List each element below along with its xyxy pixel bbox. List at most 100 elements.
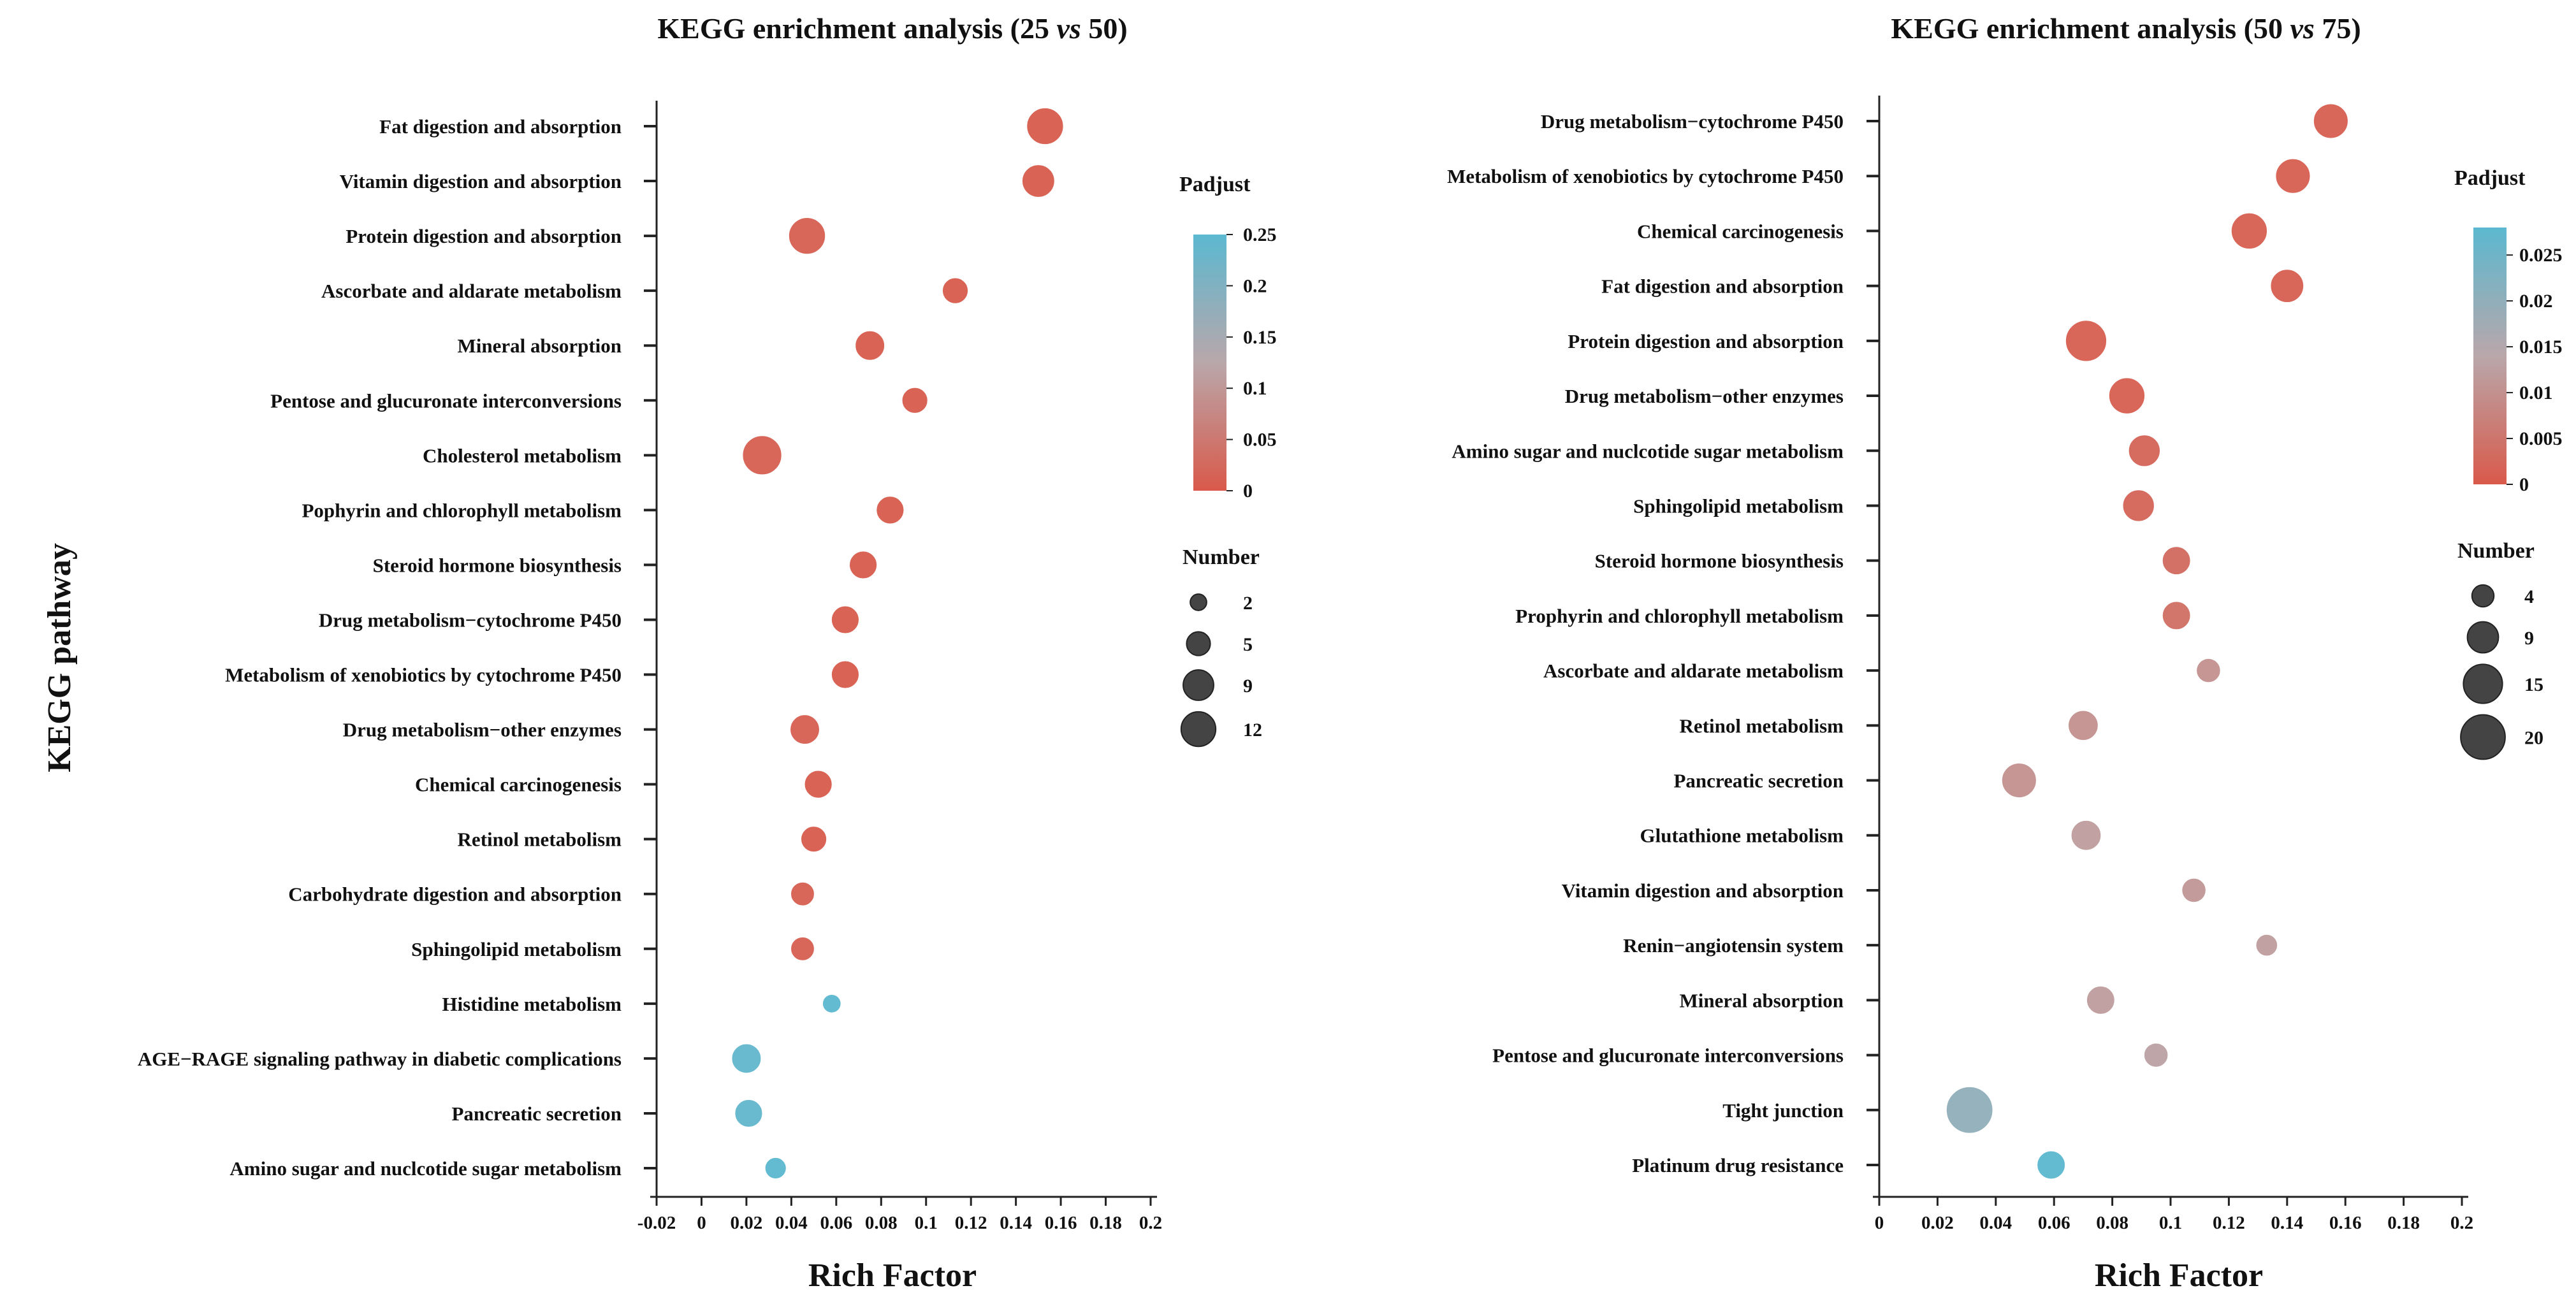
category-label: Pancreatic secretion [451,1103,622,1125]
data-point [801,827,827,852]
size-legend-title: Number [2457,539,2535,563]
colorbar-tick-label: 0.2 [1243,275,1267,296]
category-label: Drug metabolism−other enzymes [343,719,622,741]
category-label: Glutathione metabolism [1640,825,1844,847]
x-tick-label: 0.1 [915,1213,938,1233]
category-label: Metabolism of xenobiotics by cytochrome … [1447,165,1844,187]
colorbar-tick-label: 0.005 [2519,428,2563,449]
category-label: Protein digestion and absorption [1568,330,1844,352]
category-label: Metabolism of xenobiotics by cytochrome … [225,664,622,686]
category-label: Fat digestion and absorption [379,115,622,138]
size-legend-label: 20 [2524,728,2543,749]
data-point [2197,658,2220,683]
category-label: Sphingolipid metabolism [1633,495,1844,517]
legend-right: Padjust 0.025 0.02 0.015 0.01 0.005 0 Number 4 9 1… [2454,166,2563,760]
category-label: Amino sugar and nuclcotide sugar metabol… [1452,440,1844,462]
plot-area-right: 0 0.02 0.04 0.06 0.08 0.1 0.12 0.14 0.16 0.18 0.2 D… [1447,96,2473,1233]
x-tick-label: 0.1 [2159,1213,2182,1233]
colorbar-tick-label: 0 [2519,474,2529,495]
category-label: Protein digestion and absorption [346,225,622,247]
category-label: AGE−RAGE signaling pathway in diabetic c… [138,1048,622,1070]
category-label: Drug metabolism−other enzymes [1565,385,1844,407]
category-label: Ascorbate and aldarate metabolism [1543,660,1844,682]
data-point [1022,165,1054,197]
data-point [831,661,859,688]
data-point [2123,490,2154,521]
category-label: Carbohydrate digestion and absorption [288,883,622,906]
legend-left: Padjust 0.25 0.2 0.15 0.1 0.05 0 Number 2 5 9 12 [1179,173,1277,748]
category-label: Steroid hormone biosynthesis [373,554,622,576]
data-point [2109,378,2145,414]
data-point [1946,1087,1993,1133]
data-point [2065,321,2107,361]
x-tick-label: 0.2 [1139,1213,1162,1233]
x-tick-label: -0.02 [637,1213,676,1233]
x-tick-label: 0.04 [775,1213,808,1233]
x-tick-label: 0.12 [955,1213,987,1233]
x-tick-label: 0.16 [1045,1213,1077,1233]
category-label: Drug metabolism−cytochrome P450 [1541,110,1844,133]
data-point [2271,270,2304,303]
data-point [2128,435,2160,467]
data-point [2256,934,2278,956]
category-label: Platinum drug resistance [1632,1154,1844,1176]
x-tick-label: 0 [1875,1213,1884,1233]
x-axis-label-left: Rich Factor [808,1257,977,1294]
category-label: Chemical carcinogenesis [1637,220,1844,242]
size-legend-label: 2 [1243,593,1253,614]
size-legend-dot [1190,593,1207,611]
colorbar-tick-label: 0.02 [2519,291,2553,312]
size-legend-title: Number [1182,546,1260,569]
color-legend-title: Padjust [1179,173,1251,196]
plot-area-left: -0.02 0 0.02 0.04 0.06 0.08 0.1 0.12 0.14 0.16 0.1… [138,101,1162,1233]
category-label: Sphingolipid metabolism [411,938,622,960]
colorbar-tick-label: 0.015 [2519,336,2563,358]
colorbar-tick-label: 0.25 [1243,224,1277,245]
x-axis-label-right: Rich Factor [2095,1257,2263,1294]
size-legend-dot [2466,621,2500,654]
category-label: Pophyrin and chlorophyll metabolism [302,499,622,521]
size-legend-label: 5 [1243,634,1253,655]
chart-title-right: KEGG enrichment analysis (50 vs 75) [1891,12,2361,45]
x-tick-label: 0 [697,1213,706,1233]
category-label: Tight junction [1722,1099,1844,1122]
data-point [765,1157,786,1179]
category-label: Drug metabolism−cytochrome P450 [319,609,622,631]
data-point [902,387,928,413]
size-legend-label: 9 [1243,676,1253,697]
colorbar-tick-label: 0 [1243,481,1253,502]
size-legend-dot [1180,711,1217,748]
category-label: Amino sugar and nuclcotide sugar metabol… [229,1157,622,1180]
data-point [831,606,859,633]
data-point [942,278,968,303]
category-label: Mineral absorption [458,335,622,357]
size-legend-dot [2471,584,2495,608]
data-point [1027,108,1063,145]
colorbar-tick-label: 0.15 [1243,327,1277,348]
x-tick-label: 0.06 [2038,1213,2070,1233]
color-legend-title: Padjust [2454,166,2526,190]
category-label: Steroid hormone biosynthesis [1595,550,1844,572]
panel-right: KEGG enrichment analysis (50 vs 75) 0 0.0… [1447,12,2562,1294]
colorbar [1193,235,1226,491]
category-label: Ascorbate and aldarate metabolism [321,280,622,302]
x-tick-label: 0.08 [865,1213,898,1233]
category-label: Renin−angiotensin system [1623,934,1844,957]
data-point [855,331,885,360]
data-point [877,496,904,524]
data-point [743,436,782,475]
category-label: Mineral absorption [1680,989,1844,1011]
x-tick-label: 0.14 [2271,1213,2303,1233]
category-label: Vitamin digestion and absorption [1562,879,1844,902]
category-label: Pentose and glucuronate interconversions [1492,1045,1844,1067]
size-legend-label: 12 [1243,720,1262,741]
x-tick-label: 0.2 [2450,1213,2473,1233]
x-tick-label: 0.04 [1979,1213,2012,1233]
category-label: Prophyrin and chlorophyll metabolism [1515,605,1844,627]
x-tick-label: 0.08 [2096,1213,2128,1233]
data-point [791,882,814,906]
category-label: Pancreatic secretion [1673,770,1844,792]
size-legend-dot [1182,669,1214,701]
colorbar [2473,228,2507,484]
